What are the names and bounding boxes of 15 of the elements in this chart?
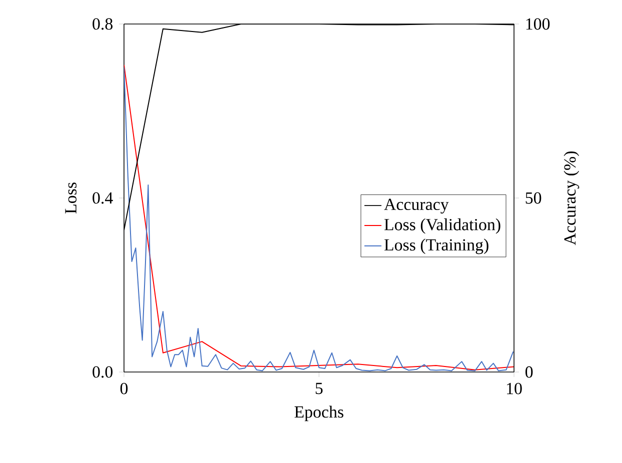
- y-tick-label: 0.8: [92, 18, 113, 30]
- legend-label: Loss (Training): [384, 238, 488, 254]
- y2-tick-label: 0: [525, 366, 533, 378]
- legend-label: Loss (Validation): [384, 218, 500, 234]
- y-tick-label: 0.4: [92, 192, 113, 204]
- legend-label: Accuracy: [384, 198, 449, 214]
- y2-tick-label: 100: [526, 18, 550, 30]
- y2-axis-title: Accuracy (%): [564, 151, 580, 246]
- y2-tick-label: 50: [526, 192, 542, 204]
- x-tick-label: 0: [120, 382, 128, 394]
- y-tick-label: 0.0: [92, 366, 113, 378]
- x-axis-title: Epochs: [294, 406, 344, 422]
- x-tick-label: 5: [316, 382, 323, 394]
- x-tick-label: 10: [507, 382, 522, 394]
- y-axis-title: Loss: [65, 182, 77, 214]
